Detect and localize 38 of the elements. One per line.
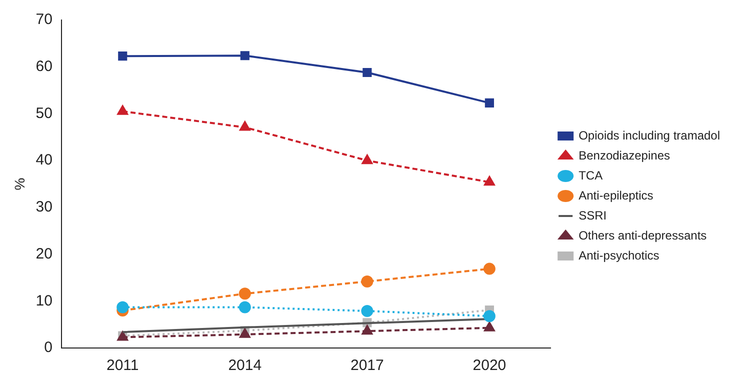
- x-tick-label: 2017: [350, 357, 384, 374]
- point: [362, 325, 373, 335]
- y-tick-label: 30: [36, 198, 52, 216]
- point: [362, 154, 373, 164]
- x-tick-label: 2014: [228, 357, 262, 374]
- y-tick-label: 10: [36, 292, 52, 310]
- x-tick-label: 2011: [106, 357, 139, 374]
- point: [117, 105, 128, 115]
- legend-label: SSRI: [578, 208, 607, 222]
- y-tick-label: 50: [36, 104, 52, 122]
- point: [238, 301, 251, 314]
- legend-label: Opioids including tramadol: [578, 128, 720, 142]
- y-tick-label: 0: [44, 339, 52, 356]
- point: [484, 322, 495, 332]
- point: [361, 275, 374, 288]
- point: [362, 68, 372, 78]
- point: [483, 310, 496, 322]
- y-tick-label: 20: [36, 245, 52, 262]
- point: [484, 98, 494, 108]
- point: [240, 51, 250, 60]
- point: [240, 121, 250, 131]
- point: [116, 301, 129, 314]
- point: [361, 304, 374, 317]
- legend-label: Benzodiazepines: [578, 148, 670, 162]
- y-tick-label: 40: [36, 152, 52, 169]
- y-tick-label: 70: [36, 11, 52, 28]
- legend-label: Others anti-depressants: [578, 228, 707, 242]
- point: [240, 328, 250, 338]
- point: [483, 262, 496, 275]
- y-axis-title: %: [11, 178, 28, 190]
- legend-label: TCA: [578, 168, 603, 182]
- point: [484, 176, 495, 186]
- legend-label: Anti-epileptics: [578, 188, 654, 202]
- legend-label: Anti-psychotics: [578, 248, 660, 262]
- point: [118, 52, 128, 61]
- point: [238, 288, 251, 300]
- x-tick-label: 2020: [472, 357, 506, 374]
- y-tick-label: 60: [36, 58, 52, 75]
